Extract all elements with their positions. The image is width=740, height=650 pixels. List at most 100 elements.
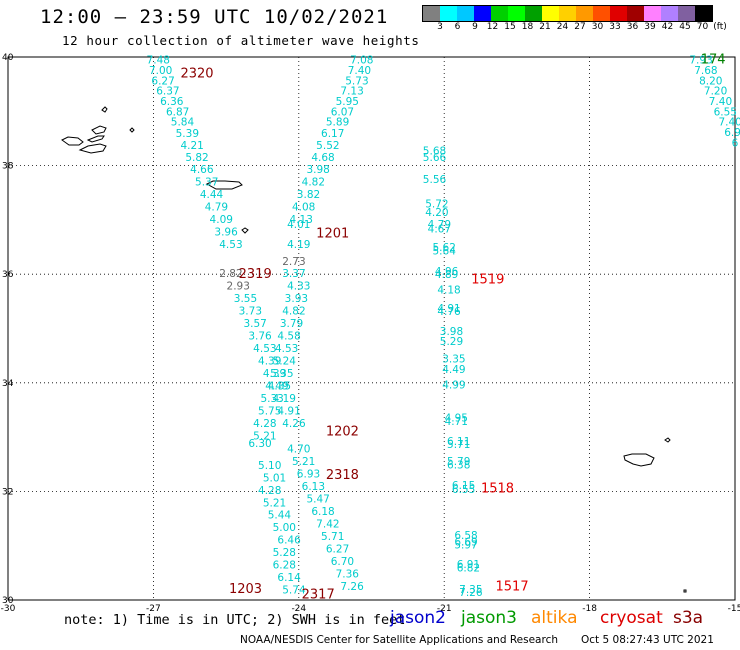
scale-label: 24: [556, 22, 569, 32]
wave-height-value: 4.91: [437, 303, 460, 315]
wave-height-value: 5.56: [423, 174, 447, 186]
island-outline: [61, 136, 84, 146]
wave-height-value: 4.53: [253, 343, 276, 355]
pass-time-label: 1517: [496, 579, 529, 594]
wave-height-value: 4.09: [210, 214, 233, 226]
wave-height-value: 5.10: [258, 460, 281, 472]
wave-height-value: 7.08: [350, 55, 373, 67]
wave-height-value: 5.24: [273, 356, 297, 368]
wave-height-value: 4.82: [282, 306, 305, 318]
wave-height-value: 4.99: [442, 379, 465, 391]
scale-swatch: [644, 6, 661, 21]
wave-height-value: 4.19: [273, 393, 296, 405]
footer-note: note: 1) Time is in UTC; 2) SWH is in fe…: [64, 612, 406, 628]
scale-label: 3: [437, 22, 443, 32]
wave-height-value: 2.82: [219, 268, 242, 280]
wave-height-value: 6.07: [331, 106, 354, 118]
wave-height-value: 2.73: [282, 256, 305, 268]
wave-height-value: 2.93: [227, 281, 250, 293]
wave-height-value: 5.52: [316, 140, 339, 152]
wave-height-value: 5.84: [171, 117, 195, 129]
island-outline: [129, 127, 135, 133]
wave-height-value: 6.11: [447, 436, 470, 448]
map-frame: [7, 56, 736, 601]
pass-time-label: 1202: [326, 425, 359, 440]
wave-height-value: 4.39: [263, 368, 286, 380]
wave-height-value: 4.18: [437, 284, 460, 296]
wave-height-value: 5.97: [454, 540, 477, 552]
island-outline: [205, 180, 243, 190]
wave-height-value: 5.79: [447, 456, 470, 468]
wave-height-value: 4.49: [442, 364, 465, 376]
wave-height-value: 4.70: [287, 444, 310, 456]
scale-label: 15: [504, 22, 516, 32]
wave-height-value: 4.71: [445, 416, 468, 428]
wave-height-value: 5.21: [253, 430, 276, 442]
wave-height-value: 4.67: [428, 224, 451, 236]
color-scale-bar: [422, 5, 713, 22]
wave-height-value: 7.40: [718, 117, 740, 129]
legend-altika: altika: [531, 608, 578, 628]
wave-height-value: 3.76: [248, 331, 272, 343]
wave-height-value: 6.14: [277, 572, 301, 584]
wave-height-value: 4.49: [265, 381, 288, 393]
scale-swatch: [457, 6, 474, 21]
lon-label: -24: [291, 604, 306, 614]
wave-height-value: 4.20: [425, 207, 448, 219]
pass-time-label: 2319: [239, 267, 272, 282]
pass-time-label: 1201: [316, 226, 349, 241]
wave-height-value: 3.93: [285, 293, 308, 305]
wave-height-value: 4.19: [287, 239, 310, 251]
wave-height-value: 4.68: [311, 152, 334, 164]
wave-height-value: 7.40: [709, 96, 732, 108]
scale-swatch: [610, 6, 627, 21]
wave-height-value: 7.93: [689, 55, 712, 67]
wave-height-value: 4.53: [219, 239, 242, 251]
pass-time-label: 2317: [302, 588, 335, 603]
wave-height-value: 5.39: [176, 128, 199, 140]
wave-height-value: 3.96: [214, 226, 238, 238]
wave-height-value: 6.69: [454, 536, 477, 548]
pass-time-label: 2320: [180, 66, 213, 81]
wave-height-value: 7.42: [316, 518, 339, 530]
scale-label: 9: [472, 22, 478, 32]
wave-height-value: 3.35: [442, 353, 465, 365]
scale-swatch: [593, 6, 610, 21]
island-outline: [91, 125, 107, 135]
wave-height-value: 3.37: [282, 268, 305, 280]
wave-height-value: 4.79: [205, 201, 228, 213]
lon-label: -15: [728, 604, 740, 614]
lat-label: 38: [2, 162, 14, 172]
wave-height-value: 6.46: [277, 535, 301, 547]
wave-height-value: 4.01: [287, 219, 310, 231]
wave-height-value: 4.08: [292, 201, 315, 213]
legend-cryosat: cryosat: [600, 608, 663, 628]
wave-height-value: 6.15: [452, 480, 475, 492]
wave-height-value: 5.00: [273, 522, 296, 534]
wave-height-value: 4.53: [275, 343, 298, 355]
island-outline: [86, 135, 105, 143]
wave-height-value: 6.70: [331, 556, 354, 568]
wave-height-value: 5.74: [282, 585, 306, 597]
pass-time-label: 2318: [326, 468, 359, 483]
wave-height-value: 5.68: [423, 145, 446, 157]
wave-height-value: 5.28: [273, 547, 296, 559]
scale-label: 6: [454, 22, 461, 32]
wave-height-value: 3.57: [243, 318, 266, 330]
wave-height-value: 6.55: [714, 106, 737, 118]
legend-jason3: jason3: [461, 608, 517, 628]
wave-height-value: 7.48: [147, 55, 170, 67]
scale-label: 30: [591, 22, 604, 32]
wave-height-value: 6.38: [447, 459, 470, 471]
map-title: 12:00 – 23:59 UTC 10/02/2021: [40, 6, 389, 28]
scale-label: 42: [661, 22, 674, 32]
scale-label: 33: [609, 22, 621, 32]
wave-height-value: 6.58: [454, 530, 477, 542]
scale-swatch: [695, 6, 712, 21]
island-outline: [101, 106, 108, 113]
scale-label: 18: [521, 22, 534, 32]
wave-height-value: 6.36: [160, 96, 184, 108]
wave-height-value: 5.66: [423, 152, 447, 164]
wave-height-value: 7.13: [340, 86, 363, 98]
